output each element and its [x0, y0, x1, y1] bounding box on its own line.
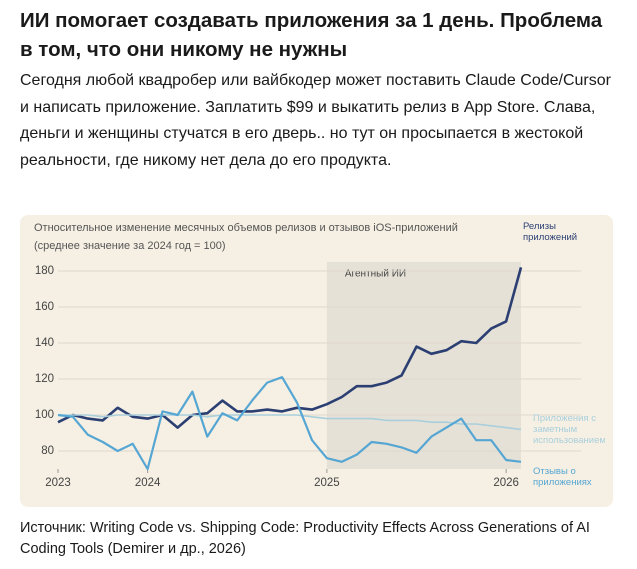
series-label: Релизы приложений: [523, 221, 578, 244]
y-tick-label: 180: [35, 265, 54, 277]
source: Источник: Writing Code vs. Shipping Code…: [20, 520, 590, 557]
x-tick-label: 2024: [135, 477, 161, 489]
legend-entry: Приложения с заметным использованием: [533, 413, 605, 447]
y-tick-label: 140: [35, 337, 54, 349]
series-line: [57, 267, 523, 429]
shade-region: [326, 262, 521, 469]
series-line: [58, 414, 522, 431]
chart-subtitle: (среднее значение за 2024 год = 100): [34, 240, 226, 252]
chart-title: Относительное изменение месячных объемов…: [34, 222, 458, 234]
legend-entry: Релизы приложений: [523, 221, 578, 244]
legend-entry: Отзывы о приложениях: [533, 465, 592, 488]
chart-card: Относительное изменение месячных объемов…: [20, 215, 613, 507]
y-tick-label: 120: [35, 373, 54, 385]
x-tick-label: 2023: [45, 477, 71, 489]
x-tick-label: 2025: [314, 477, 340, 489]
series-label: Отзывы о приложениях: [533, 465, 592, 488]
series-label: Приложения с заметным использованием: [533, 413, 605, 447]
y-tick-label: 100: [35, 409, 54, 421]
series-line: [57, 376, 522, 471]
y-tick-label: 160: [35, 301, 54, 313]
x-tick-label: 2026: [493, 477, 519, 489]
body-text: Сегодня любой квадробер или вайбкодер мо…: [20, 72, 611, 169]
y-tick-label: 80: [41, 445, 54, 457]
chart: Относительное изменение месячных объемов…: [34, 221, 605, 489]
shade-label: Агентный ИИ: [345, 269, 406, 280]
headline: ИИ помогает создавать приложения за 1 де…: [20, 9, 603, 61]
